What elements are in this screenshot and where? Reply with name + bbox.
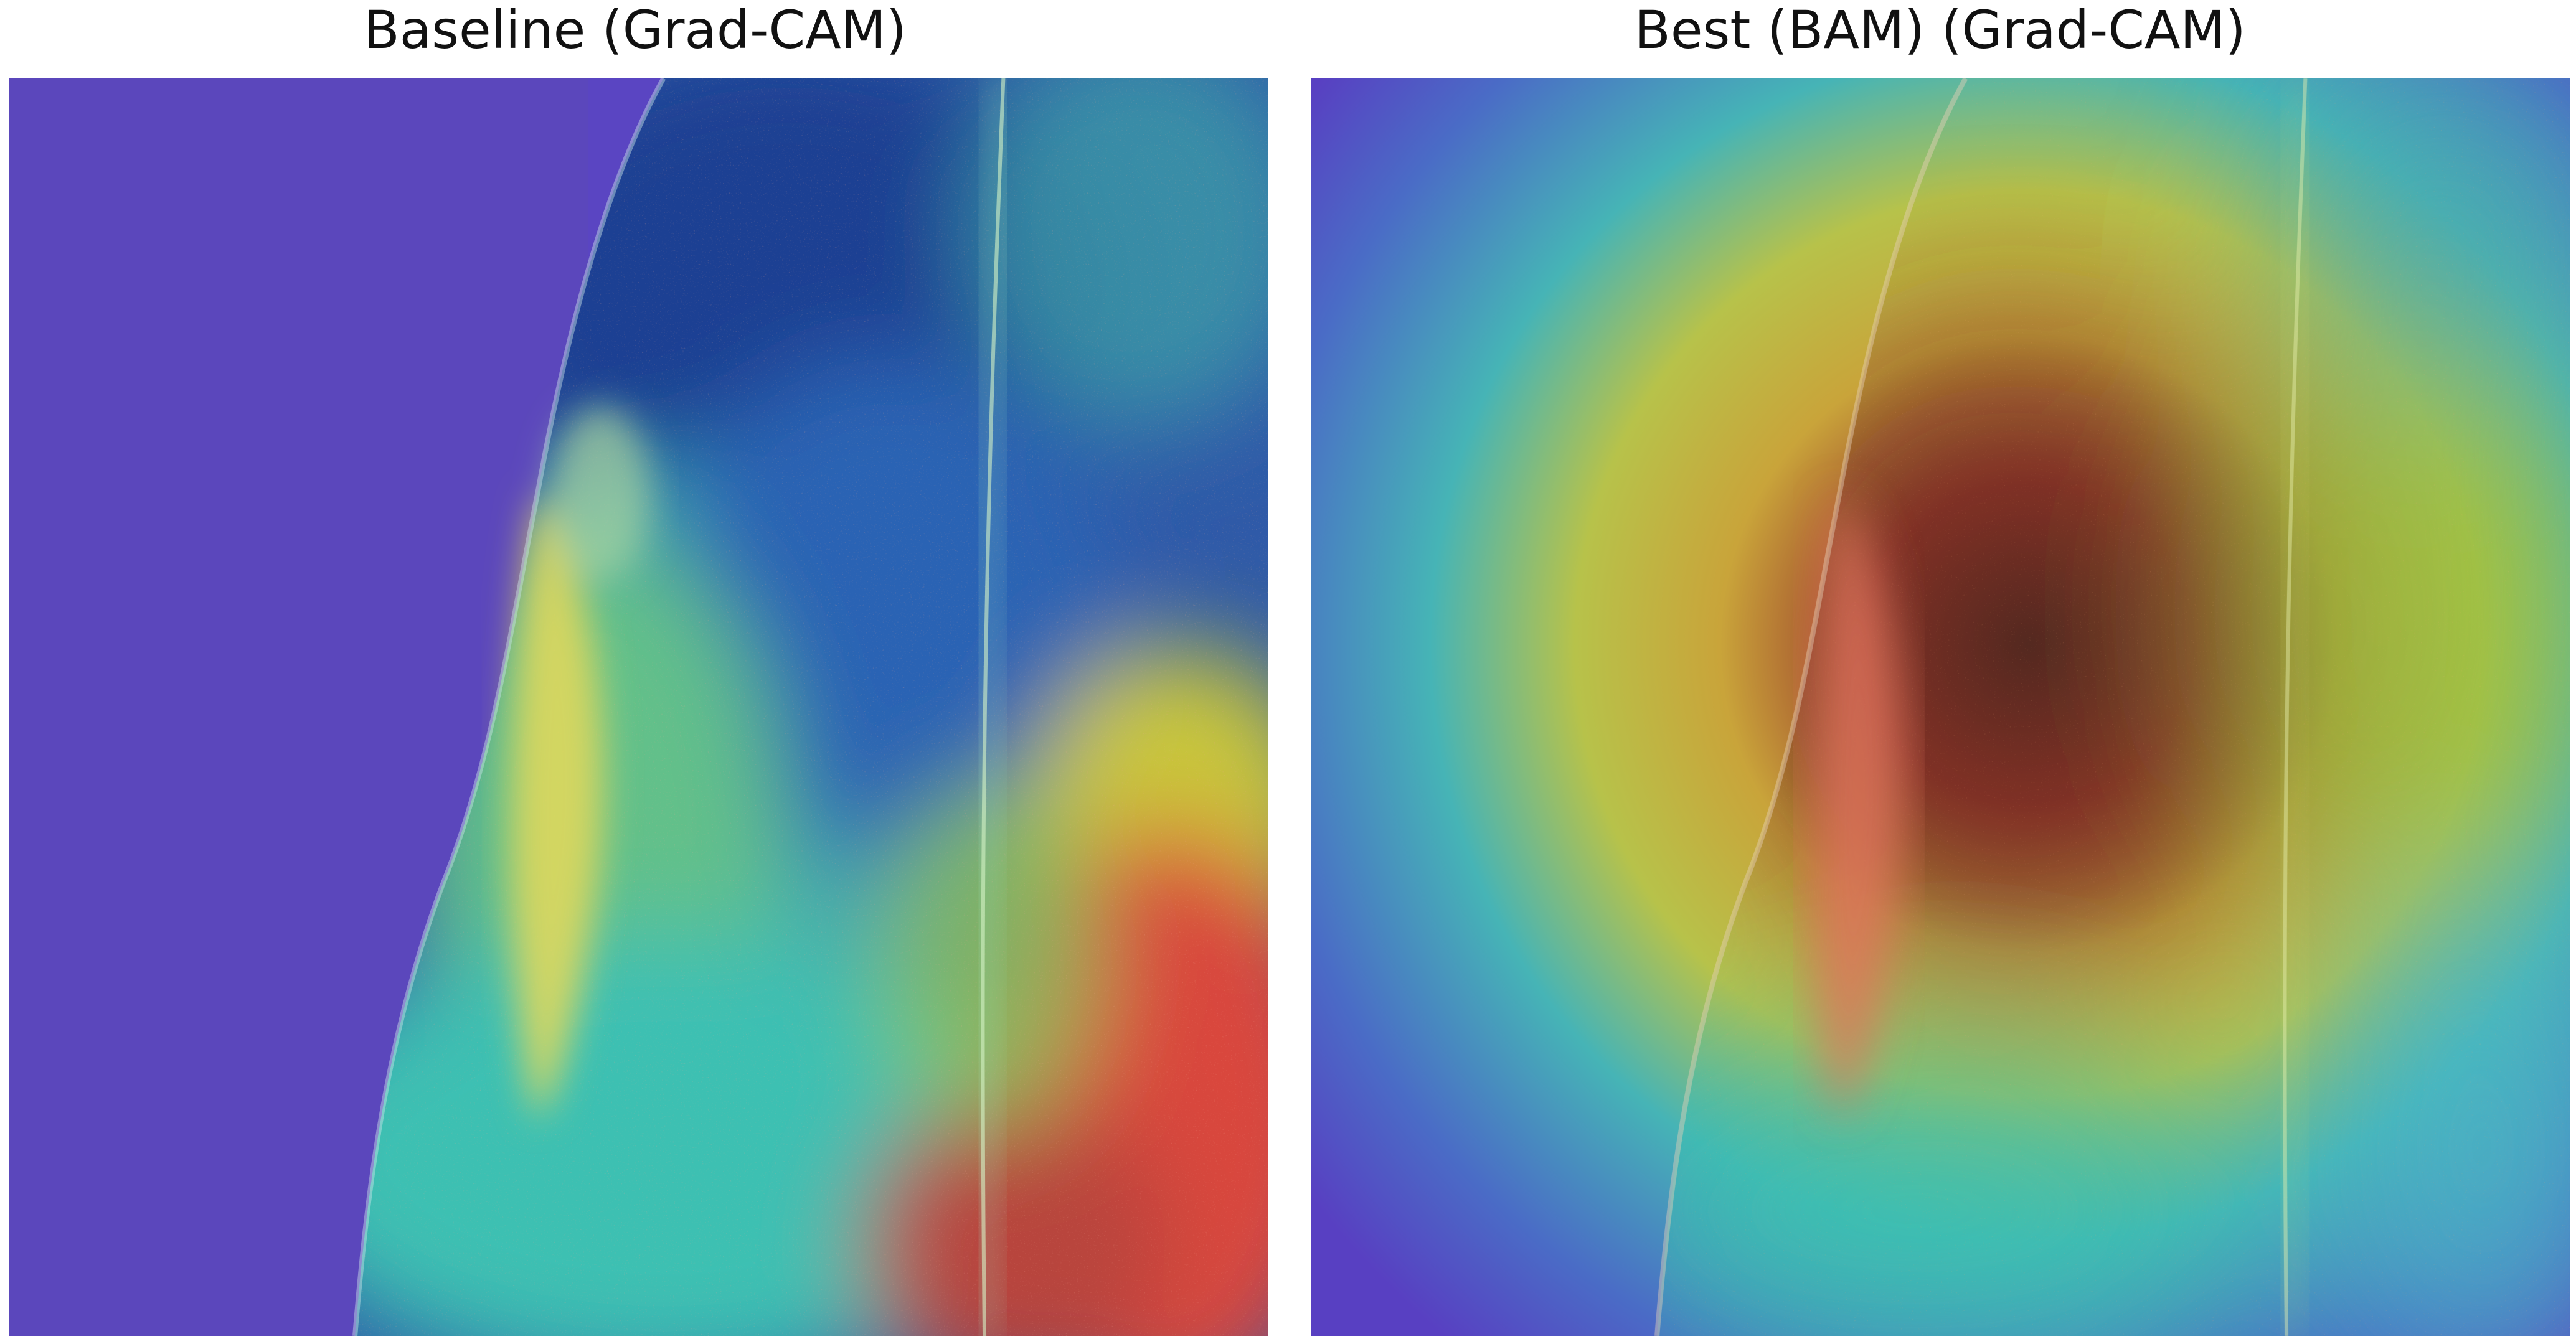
baseline-panel-title: Baseline (Grad-CAM) — [0, 0, 1270, 68]
bam-gradcam-image — [1311, 78, 2570, 1336]
baseline-gradcam-image — [9, 78, 1268, 1336]
bam-panel-title: Best (BAM) (Grad-CAM) — [1305, 0, 2576, 68]
